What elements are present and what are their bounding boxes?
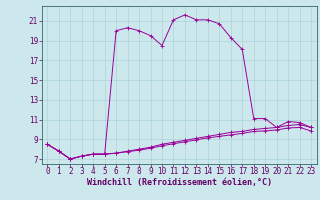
X-axis label: Windchill (Refroidissement éolien,°C): Windchill (Refroidissement éolien,°C) <box>87 178 272 187</box>
